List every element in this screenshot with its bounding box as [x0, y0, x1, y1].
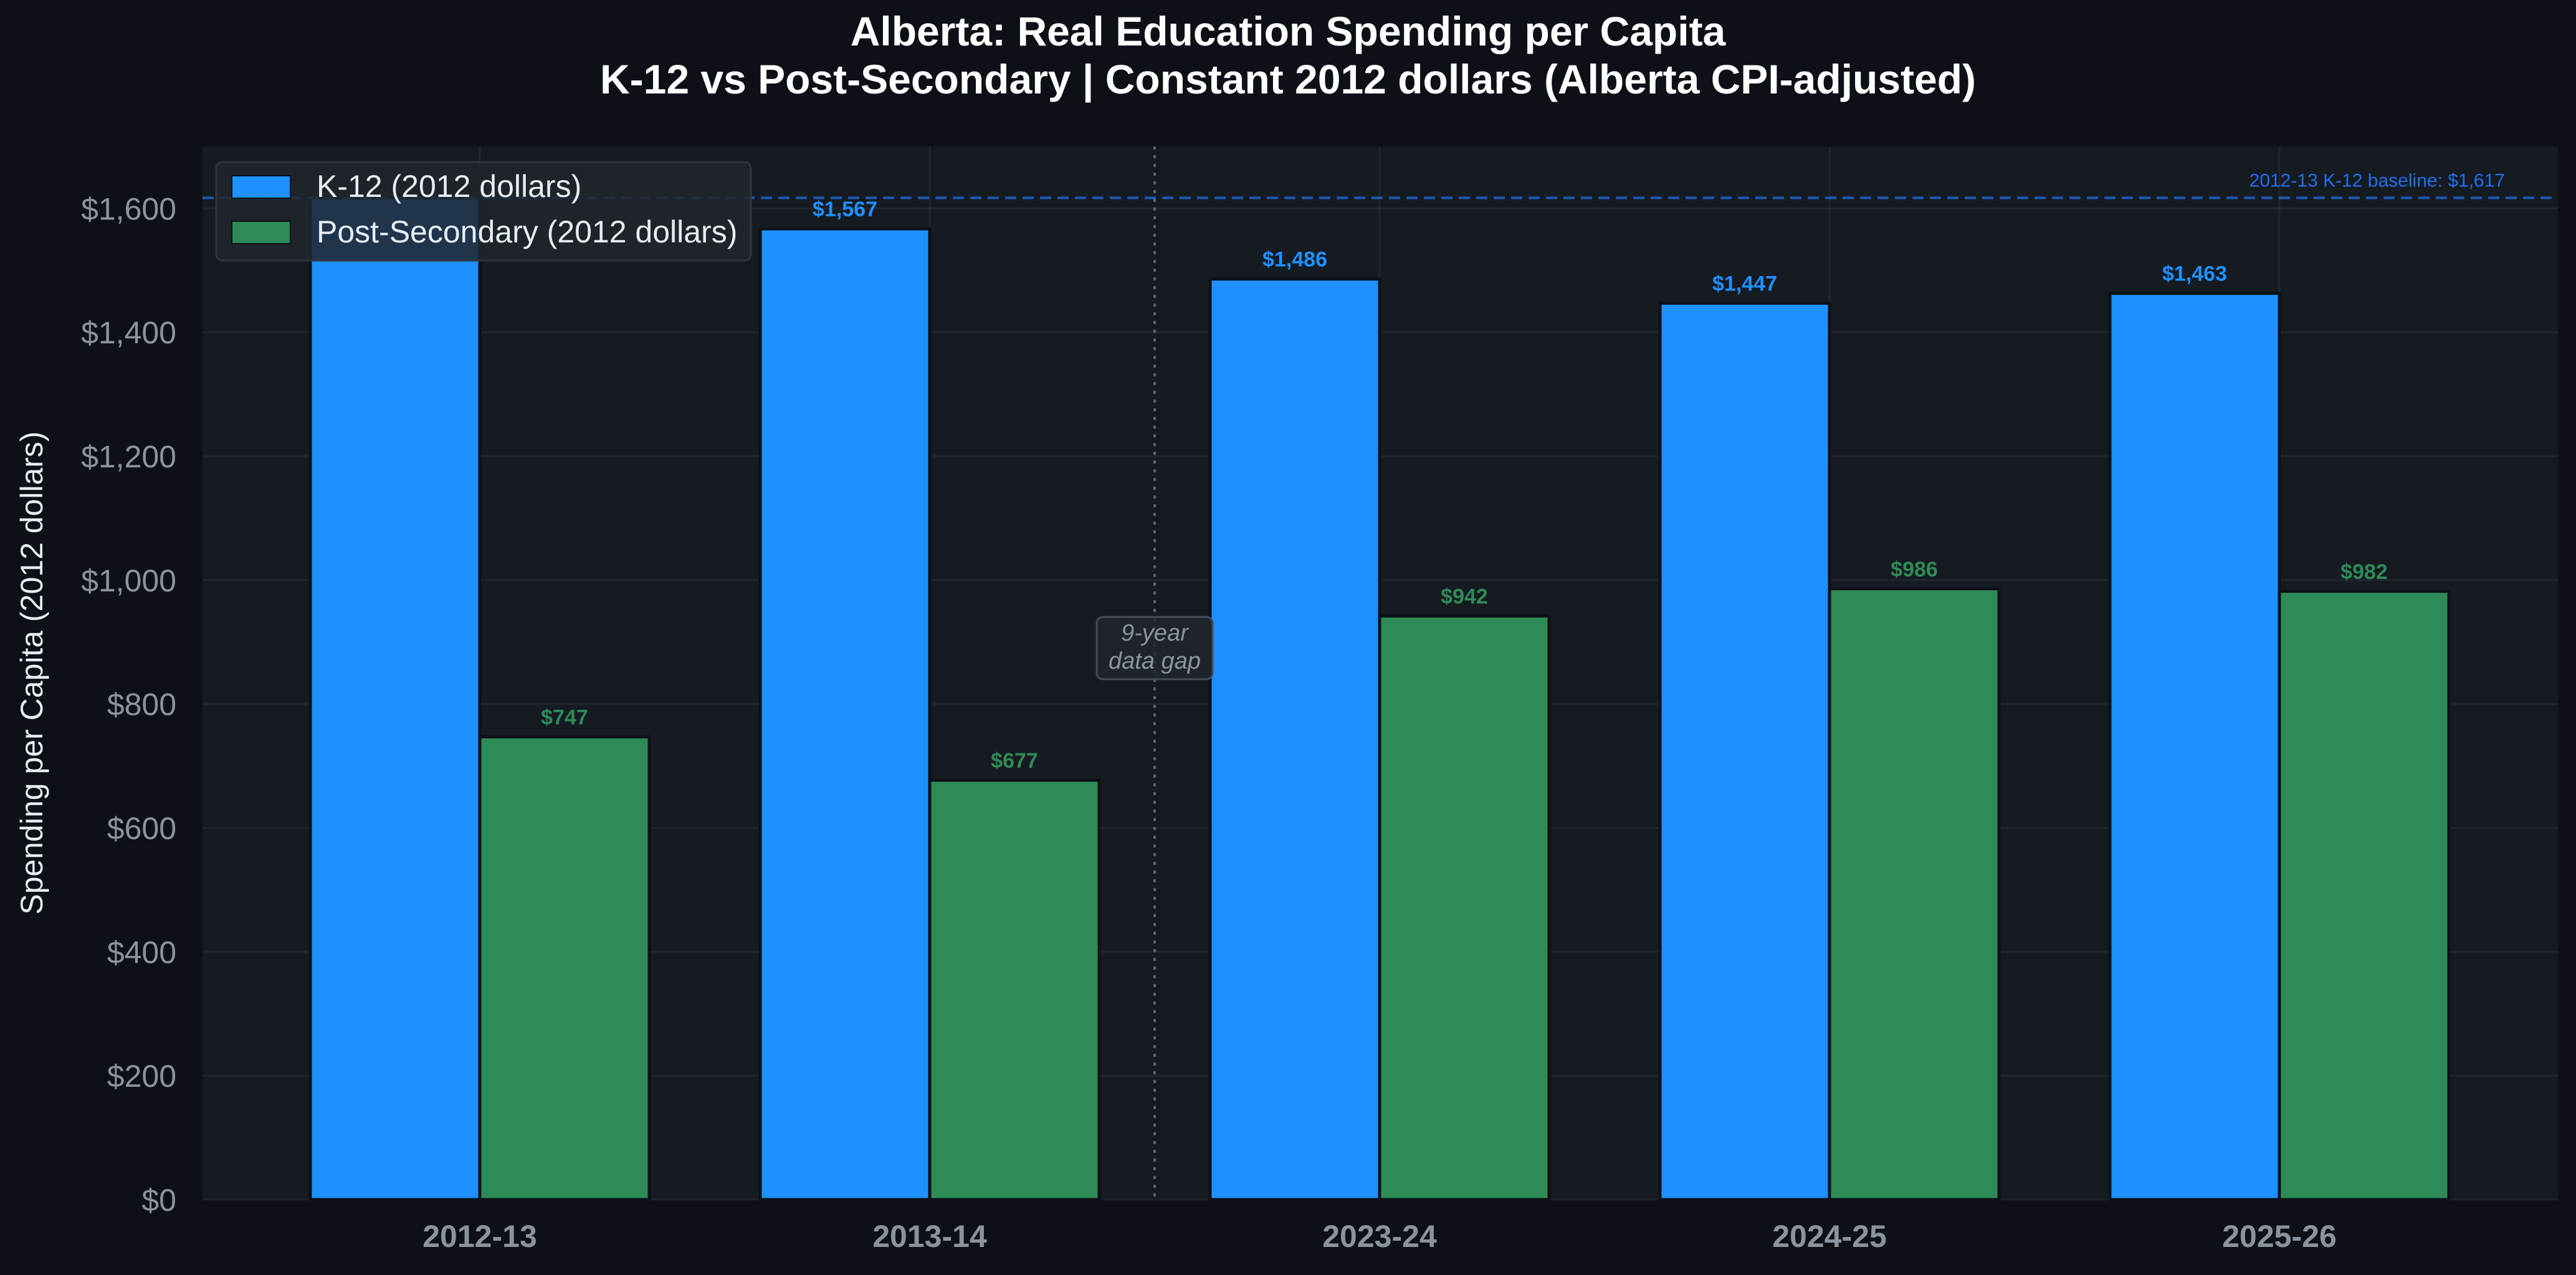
y-tick-label: $1,000 — [81, 563, 176, 598]
legend-swatch-post-secondary — [231, 221, 291, 244]
x-axis: 2012-13 2013-14 2023-24 2024-25 2025-26 — [422, 1219, 2337, 1254]
y-axis-label: Spending per Capita (2012 dollars) — [14, 431, 49, 915]
bar-k12 — [1658, 302, 1831, 1201]
legend: K-12 (2012 dollars) Post-Secondary (2012… — [215, 161, 752, 262]
bar-value-label-k12: $1,567 — [813, 198, 877, 221]
bar-value-label-k12: $1,463 — [2162, 262, 2227, 286]
bar-k12 — [1208, 277, 1381, 1201]
y-tick-label: $400 — [107, 935, 176, 970]
bar-post-secondary — [928, 778, 1101, 1201]
legend-label-post-secondary: Post-Secondary (2012 dollars) — [317, 214, 737, 249]
bar-value-label-post-secondary: $982 — [2340, 560, 2388, 584]
bar-value-labels: $1,567 $1,486 $1,447 $1,463 $747 $677 $942 $986… — [541, 198, 2388, 773]
legend-swatch-k12 — [231, 175, 291, 199]
legend-box — [215, 161, 752, 262]
data-gap-annotation-line2: data gap — [1109, 648, 1201, 674]
x-tick-label: 2012-13 — [422, 1219, 537, 1254]
bar-k12 — [2108, 292, 2281, 1201]
bar-post-secondary — [1828, 587, 2001, 1201]
x-tick-label: 2013-14 — [872, 1219, 987, 1254]
chart-title-line2: K-12 vs Post-Secondary | Constant 2012 d… — [600, 56, 1976, 103]
y-tick-label: $200 — [107, 1059, 176, 1094]
bar-k12 — [308, 196, 482, 1201]
bar-value-label-k12: $1,486 — [1262, 248, 1327, 272]
bar-k12 — [758, 227, 932, 1201]
bar-value-label-post-secondary: $942 — [1441, 585, 1488, 609]
x-tick-label: 2024-25 — [1772, 1219, 1887, 1254]
bars — [308, 196, 2451, 1201]
bar-post-secondary — [478, 735, 651, 1201]
x-tick-label: 2023-24 — [1322, 1219, 1437, 1254]
y-axis: $0 $200 $400 $600 $800 $1,000 $1,200 $1,400 $1,6… — [81, 191, 176, 1218]
y-tick-label: $1,400 — [81, 315, 176, 350]
y-tick-label: $1,600 — [81, 191, 176, 226]
bar-post-secondary — [2278, 590, 2451, 1201]
bar-value-label-post-secondary: $747 — [541, 705, 588, 729]
data-gap-annotation-box — [1095, 616, 1214, 680]
bar-value-label-post-secondary: $677 — [991, 749, 1038, 773]
y-tick-label: $800 — [107, 687, 176, 722]
y-tick-label: $600 — [107, 811, 176, 846]
data-gap-annotation-line1: 9-year — [1121, 620, 1189, 646]
chart-title-line1: Alberta: Real Education Spending per Cap… — [851, 8, 1727, 54]
x-tick-label: 2025-26 — [2222, 1219, 2337, 1254]
bar-value-label-post-secondary: $986 — [1891, 558, 1938, 581]
bar-value-label-k12: $1,447 — [1712, 272, 1777, 296]
bar-post-secondary — [1378, 614, 1551, 1201]
legend-label-k12: K-12 (2012 dollars) — [317, 169, 581, 204]
y-tick-label: $1,200 — [81, 439, 176, 474]
baseline-reference-label: 2012-13 K-12 baseline: $1,617 — [2249, 171, 2505, 191]
y-tick-label: $0 — [141, 1183, 176, 1218]
